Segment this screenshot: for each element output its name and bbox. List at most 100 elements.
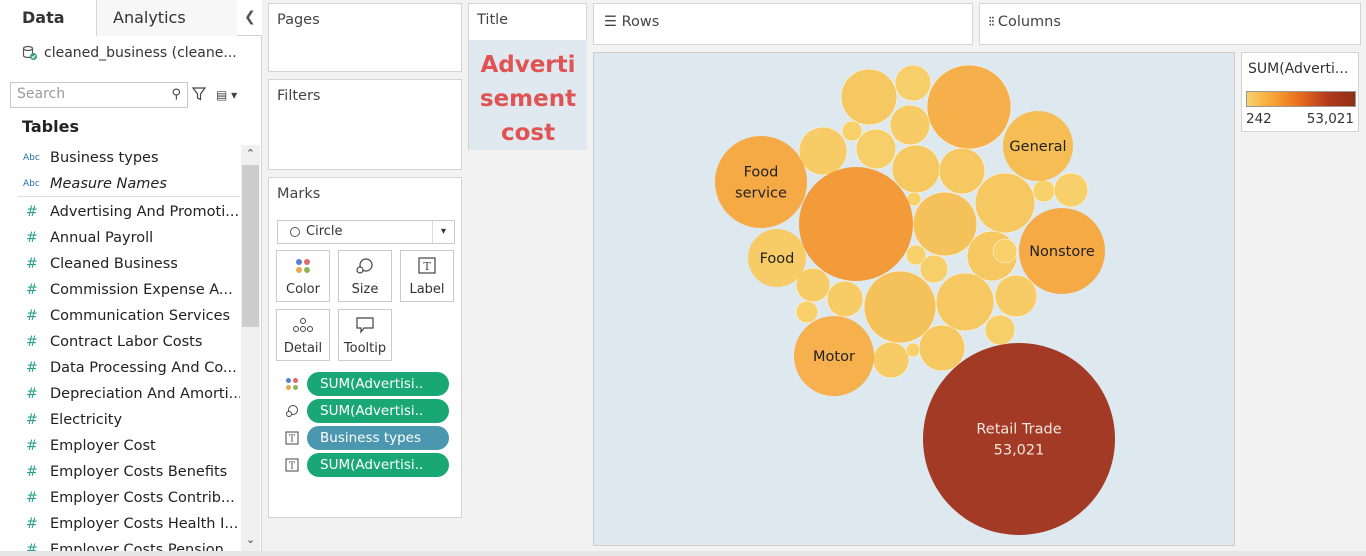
chevron-down-icon: ▾	[432, 221, 454, 243]
bubble-mark[interactable]	[840, 68, 898, 126]
tables-heading: Tables	[22, 117, 79, 136]
label-button[interactable]: T Label	[400, 250, 454, 302]
bubble-label: service	[735, 186, 787, 202]
bubble-mark[interactable]	[894, 64, 932, 102]
color-pill[interactable]: SUM(Advertisi..	[307, 372, 449, 396]
legend-min: 242	[1246, 111, 1272, 127]
size-button[interactable]: Size	[338, 250, 392, 302]
measure-icon: #	[26, 386, 38, 402]
bubble-mark[interactable]	[799, 167, 913, 281]
bubble-mark[interactable]	[795, 267, 831, 303]
bubble-mark-food[interactable]	[748, 229, 806, 287]
rows-shelf[interactable]: ☰ Rows	[593, 3, 973, 45]
field-item[interactable]: # Annual Payroll	[0, 225, 240, 251]
bubble-mark[interactable]	[826, 280, 864, 318]
size-pill[interactable]: SUM(Advertisi..	[307, 399, 449, 423]
bubble-mark[interactable]	[889, 104, 931, 146]
detail-button[interactable]: Detail	[276, 309, 330, 361]
bubble-mark[interactable]	[863, 270, 937, 344]
bubble-mark[interactable]	[919, 254, 949, 284]
bubble-mark[interactable]	[795, 300, 819, 324]
field-item[interactable]: Abc Business types	[0, 145, 240, 171]
bubble-mark[interactable]	[905, 342, 921, 358]
dimension-icon: Abc	[23, 153, 40, 163]
legend-gradient-bar	[1246, 91, 1356, 107]
bubble-mark-nonstore[interactable]	[1019, 208, 1105, 294]
detail-label: Detail	[283, 341, 323, 356]
bubble-mark[interactable]	[891, 144, 941, 194]
field-item[interactable]: Abc Measure Names	[0, 171, 240, 197]
bubble-mark[interactable]	[935, 272, 995, 332]
bubble-mark[interactable]	[1053, 172, 1089, 208]
field-list-scrollbar[interactable]: ⌃ ⌄	[241, 145, 260, 551]
bubble-mark[interactable]	[992, 238, 1018, 264]
field-item[interactable]: # Employer Costs Health I...	[0, 511, 240, 537]
bubble-mark[interactable]	[905, 244, 927, 266]
bubble-mark[interactable]	[994, 274, 1038, 318]
datasource-item[interactable]: cleaned_business (cleane...	[22, 42, 237, 64]
bubble-mark[interactable]	[872, 341, 910, 379]
tooltip-button[interactable]: Tooltip	[338, 309, 392, 361]
field-item[interactable]: # Employer Cost	[0, 433, 240, 459]
collapse-pane-icon[interactable]: ❮	[244, 9, 256, 25]
bubble-mark[interactable]	[912, 191, 978, 257]
bubble-mark[interactable]	[974, 172, 1036, 234]
bubble-mark[interactable]	[984, 314, 1016, 346]
field-item[interactable]: # Contract Labor Costs	[0, 329, 240, 355]
field-label: Employer Costs Contrib...	[50, 490, 235, 506]
svg-text:T: T	[289, 435, 295, 445]
bubble-mark[interactable]	[938, 147, 986, 195]
columns-shelf[interactable]: ⁝⁝ Columns	[979, 3, 1361, 45]
field-item[interactable]: # Advertising And Promoti...	[0, 199, 240, 225]
tab-data[interactable]: Data	[0, 0, 97, 36]
scroll-down-icon[interactable]: ⌄	[245, 533, 256, 546]
bubble-mark[interactable]	[926, 64, 1012, 150]
bubble-mark[interactable]	[841, 120, 863, 142]
bubble-mark[interactable]	[1032, 179, 1056, 203]
title-card[interactable]: Title Advertisement cost	[468, 3, 587, 150]
measure-icon: #	[26, 334, 38, 350]
mark-type-dropdown[interactable]: Circle ▾	[277, 220, 455, 244]
pill-row: SUM(Advertisi..	[277, 372, 455, 396]
pages-shelf[interactable]: Pages	[268, 3, 462, 72]
bubble-mark-general[interactable]	[1003, 111, 1073, 181]
filter-icon[interactable]	[191, 86, 207, 105]
field-item[interactable]: # Employer Costs Benefits	[0, 459, 240, 485]
label-icon: T	[401, 257, 453, 275]
measure-icon: #	[26, 438, 38, 454]
label-icon: T	[285, 457, 299, 472]
color-legend[interactable]: SUM(Adverti... 242 53,021	[1241, 52, 1359, 132]
detail-icon	[277, 316, 329, 334]
field-item[interactable]: # Data Processing And Co...	[0, 355, 240, 381]
worksheet-title[interactable]: Advertisement cost	[479, 52, 577, 146]
scroll-thumb[interactable]	[242, 165, 259, 327]
bubble-mark-motor[interactable]	[794, 316, 874, 396]
field-item[interactable]: # Communication Services	[0, 303, 240, 329]
columns-label: Columns	[997, 14, 1061, 30]
bubble-mark-food-service[interactable]	[715, 136, 807, 228]
field-item[interactable]: # Commission Expense A...	[0, 277, 240, 303]
label-pill-business-types[interactable]: Business types	[307, 426, 449, 450]
label-pill-sum[interactable]: SUM(Advertisi..	[307, 453, 449, 477]
field-label: Advertising And Promoti...	[50, 204, 240, 220]
pane-tabbar: Data Analytics ❮	[0, 0, 262, 36]
color-button[interactable]: Color	[276, 250, 330, 302]
bubble-mark[interactable]	[798, 126, 848, 176]
field-item[interactable]: # Electricity	[0, 407, 240, 433]
field-item[interactable]: # Employer Costs Contrib...	[0, 485, 240, 511]
tab-analytics[interactable]: Analytics	[97, 0, 237, 36]
view-options-icon[interactable]: ▤ ▾	[216, 88, 238, 102]
field-label: Communication Services	[50, 308, 231, 324]
bubble-mark[interactable]	[918, 324, 966, 372]
field-item[interactable]: # Cleaned Business	[0, 251, 240, 277]
filters-shelf[interactable]: Filters	[268, 79, 462, 170]
bubble-label: Retail Trade	[976, 422, 1061, 438]
field-label: Commission Expense A...	[50, 282, 233, 298]
filters-title: Filters	[277, 88, 321, 104]
field-item[interactable]: # Depreciation And Amorti...	[0, 381, 240, 407]
search-input[interactable]: Search ⚲	[10, 82, 188, 108]
scroll-up-icon[interactable]: ⌃	[245, 147, 256, 160]
measure-icon: #	[26, 256, 38, 272]
bubble-mark-retail-trade[interactable]	[923, 343, 1115, 535]
bubble-mark[interactable]	[855, 128, 897, 170]
